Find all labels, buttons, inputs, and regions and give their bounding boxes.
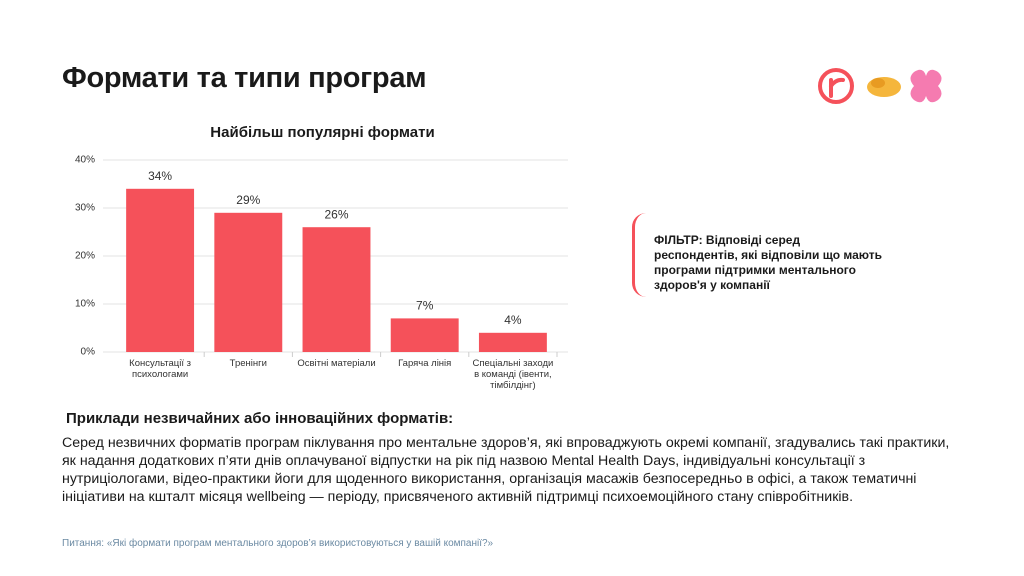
bar (302, 227, 371, 352)
x-tick-label: Тренінги (229, 358, 267, 369)
x-tick-label: Консультації з психологами (129, 358, 191, 380)
y-tick-label: 10% (75, 299, 95, 310)
value-label: 7% (416, 299, 434, 313)
x-tick-label: Спеціальні заходи в команді (івенти, тім… (472, 358, 554, 391)
slide-title: Формати та типи програм (62, 62, 427, 94)
y-tick-label: 40% (75, 155, 95, 166)
y-tick-label: 0% (81, 347, 96, 358)
value-label: 34% (148, 169, 172, 183)
examples-heading: Приклади незвичайних або інноваційних фо… (66, 410, 454, 427)
bar (126, 188, 195, 352)
y-tick-label: 20% (75, 251, 95, 262)
logos (818, 68, 942, 104)
source-note: Питання: «Які формати програм ментальног… (62, 538, 494, 549)
bar (390, 318, 459, 352)
y-tick-label: 30% (75, 203, 95, 214)
bar (478, 332, 547, 352)
chart-title: Найбільш популярні формати (210, 124, 435, 141)
value-label: 26% (324, 207, 348, 221)
bar (214, 212, 283, 352)
value-label: 29% (236, 193, 260, 207)
examples-body: Серед незвичних форматів програм піклува… (62, 435, 950, 505)
x-tick-label: Гаряча лінія (398, 358, 452, 369)
filter-text: ФІЛЬТР: Відповіді серед респондентів, як… (654, 233, 882, 292)
x-tick-label: Освітні матеріали (297, 358, 376, 369)
value-label: 4% (504, 313, 522, 327)
filter-box (632, 213, 875, 297)
